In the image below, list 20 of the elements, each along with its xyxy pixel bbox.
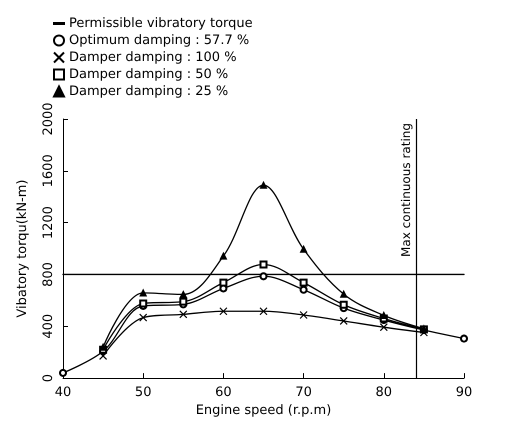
x-tick-label: 80 [376,385,392,400]
y-tick-label: 1200 [41,206,56,240]
legend-label: Optimum damping : 57.7 % [69,33,250,48]
legend-label: Damper damping : 50 % [69,67,228,82]
x-tick-label: 60 [215,385,232,400]
legend-label: Permissible vibratory torque [69,16,253,31]
y-tick-label: 800 [41,262,56,287]
y-tick-label: 400 [41,314,56,339]
y-axis-title: Vibatory torqu(kN-m) [15,180,30,318]
legend-label: Damper damping : 25 % [69,84,228,99]
x-tick-label: 50 [134,385,152,400]
x-tick-label: 70 [295,385,312,400]
x-tick-label: 40 [54,385,72,400]
x-tick-label: 90 [456,385,472,400]
legend-label: Damper damping : 100 % [69,50,237,65]
y-tick-label: 2000 [41,102,56,136]
ref-line-label: Max continuous rating [398,123,413,257]
x-axis-title: Engine speed (r.p.m) [196,403,332,418]
y-tick-label: 0 [41,374,56,382]
y-tick-label: 1600 [41,154,56,188]
